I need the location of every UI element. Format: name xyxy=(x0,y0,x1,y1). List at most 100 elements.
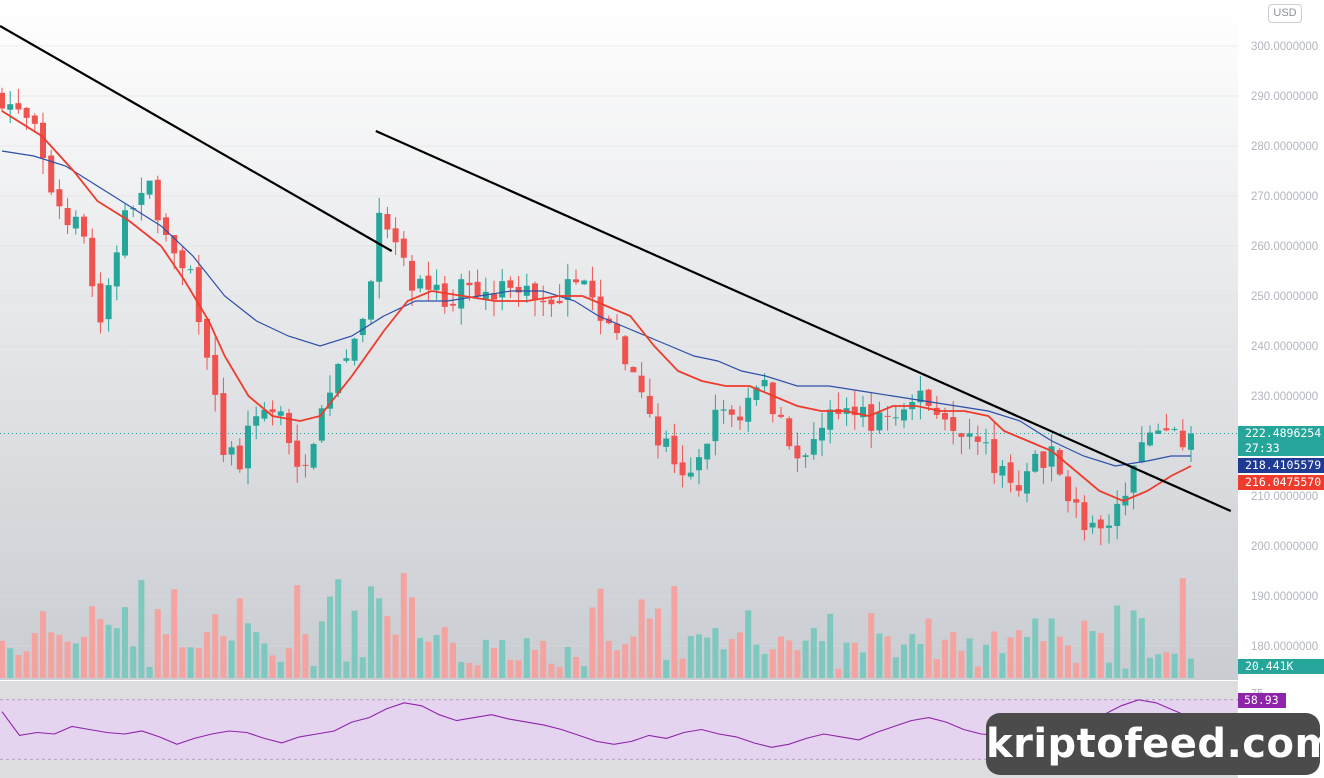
candle-down[interactable] xyxy=(474,281,481,296)
candle-down[interactable] xyxy=(1065,476,1071,502)
candle-down[interactable] xyxy=(532,283,538,301)
candle-down[interactable] xyxy=(220,393,227,455)
candle-down[interactable] xyxy=(851,406,858,416)
candle-down[interactable] xyxy=(556,300,563,304)
trendline-1[interactable] xyxy=(0,25,393,252)
candle-up[interactable] xyxy=(1130,465,1137,493)
candle-up[interactable] xyxy=(1114,503,1121,527)
candle-up[interactable] xyxy=(482,291,489,300)
candle-up[interactable] xyxy=(1171,429,1178,431)
candle-down[interactable] xyxy=(974,436,981,442)
candle-down[interactable] xyxy=(958,433,965,437)
candle-down[interactable] xyxy=(868,404,875,431)
candle-down[interactable] xyxy=(573,279,579,283)
candle-up[interactable] xyxy=(72,216,79,229)
candle-down[interactable] xyxy=(679,462,686,476)
candle-up[interactable] xyxy=(827,409,834,430)
candle-up[interactable] xyxy=(1155,430,1162,434)
candle-down[interactable] xyxy=(171,235,178,254)
candle-down[interactable] xyxy=(269,409,276,413)
candle-down[interactable] xyxy=(1056,450,1063,475)
candle-down[interactable] xyxy=(179,250,186,269)
candle-up[interactable] xyxy=(1188,433,1194,450)
candle-up[interactable] xyxy=(433,284,440,291)
candle-up[interactable] xyxy=(802,455,809,457)
candle-up[interactable] xyxy=(376,212,383,282)
candle-down[interactable] xyxy=(491,293,497,300)
candle-up[interactable] xyxy=(696,457,702,471)
candle-down[interactable] xyxy=(466,282,473,286)
candle-down[interactable] xyxy=(154,179,161,221)
candle-down[interactable] xyxy=(286,412,292,444)
candle-down[interactable] xyxy=(540,300,547,303)
candle-up[interactable] xyxy=(253,416,260,426)
candle-down[interactable] xyxy=(1007,462,1014,483)
candle-down[interactable] xyxy=(392,228,399,243)
candle-down[interactable] xyxy=(400,238,407,258)
candle-up[interactable] xyxy=(187,269,194,271)
candle-down[interactable] xyxy=(1081,502,1088,531)
candle-up[interactable] xyxy=(245,425,251,469)
candle-down[interactable] xyxy=(64,208,71,226)
candle-down[interactable] xyxy=(950,417,957,431)
candle-up[interactable] xyxy=(917,390,924,403)
candle-up[interactable] xyxy=(819,427,825,441)
candle-down[interactable] xyxy=(728,409,735,415)
candle-up[interactable] xyxy=(113,252,120,287)
candle-down[interactable] xyxy=(622,336,629,365)
candle-down[interactable] xyxy=(638,375,645,393)
candle-up[interactable] xyxy=(704,443,711,460)
candle-up[interactable] xyxy=(335,364,342,394)
candle-up[interactable] xyxy=(581,280,588,285)
candle-down[interactable] xyxy=(163,217,169,235)
candle-up[interactable] xyxy=(499,281,506,298)
candle-down[interactable] xyxy=(769,382,776,415)
candle-down[interactable] xyxy=(236,445,243,470)
candle-up[interactable] xyxy=(138,192,145,205)
candle-up[interactable] xyxy=(1106,525,1112,528)
candle-up[interactable] xyxy=(753,387,760,400)
candle-down[interactable] xyxy=(515,286,522,293)
candle-down[interactable] xyxy=(48,155,55,193)
candle-up[interactable] xyxy=(310,443,317,468)
candle-up[interactable] xyxy=(122,210,128,256)
candle-up[interactable] xyxy=(720,409,727,411)
candle-up[interactable] xyxy=(810,439,817,455)
candle-up[interactable] xyxy=(105,285,112,320)
candle-down[interactable] xyxy=(794,445,801,459)
candle-up[interactable] xyxy=(1032,453,1039,472)
candle-up[interactable] xyxy=(745,397,752,422)
candle-up[interactable] xyxy=(892,417,899,419)
candle-up[interactable] xyxy=(901,409,907,421)
candle-up[interactable] xyxy=(359,318,366,336)
candle-down[interactable] xyxy=(507,280,514,288)
candle-up[interactable] xyxy=(860,406,866,418)
candle-down[interactable] xyxy=(646,395,653,415)
candle-up[interactable] xyxy=(261,409,268,419)
candle-up[interactable] xyxy=(7,104,14,110)
candle-down[interactable] xyxy=(384,214,391,230)
candle-up[interactable] xyxy=(351,338,358,361)
candle-down[interactable] xyxy=(614,323,620,334)
candle-up[interactable] xyxy=(1024,471,1030,494)
candle-down[interactable] xyxy=(884,415,891,417)
candle-up[interactable] xyxy=(277,411,284,416)
candle-down[interactable] xyxy=(933,407,940,415)
candle-up[interactable] xyxy=(417,278,424,289)
candle-up[interactable] xyxy=(966,433,973,437)
candle-up[interactable] xyxy=(999,465,1006,476)
candle-down[interactable] xyxy=(23,107,30,118)
candle-down[interactable] xyxy=(97,283,104,323)
candle-down[interactable] xyxy=(778,414,784,417)
candle-down[interactable] xyxy=(409,260,415,291)
trendline-2[interactable] xyxy=(375,129,1232,513)
candle-up[interactable] xyxy=(327,392,333,409)
candle-down[interactable] xyxy=(1097,519,1104,529)
candle-up[interactable] xyxy=(761,379,768,387)
candle-up[interactable] xyxy=(343,358,350,361)
candle-down[interactable] xyxy=(450,303,456,306)
candle-up[interactable] xyxy=(368,281,374,320)
candle-down[interactable] xyxy=(31,115,38,124)
candle-up[interactable] xyxy=(712,409,719,442)
candle-down[interactable] xyxy=(597,296,604,321)
